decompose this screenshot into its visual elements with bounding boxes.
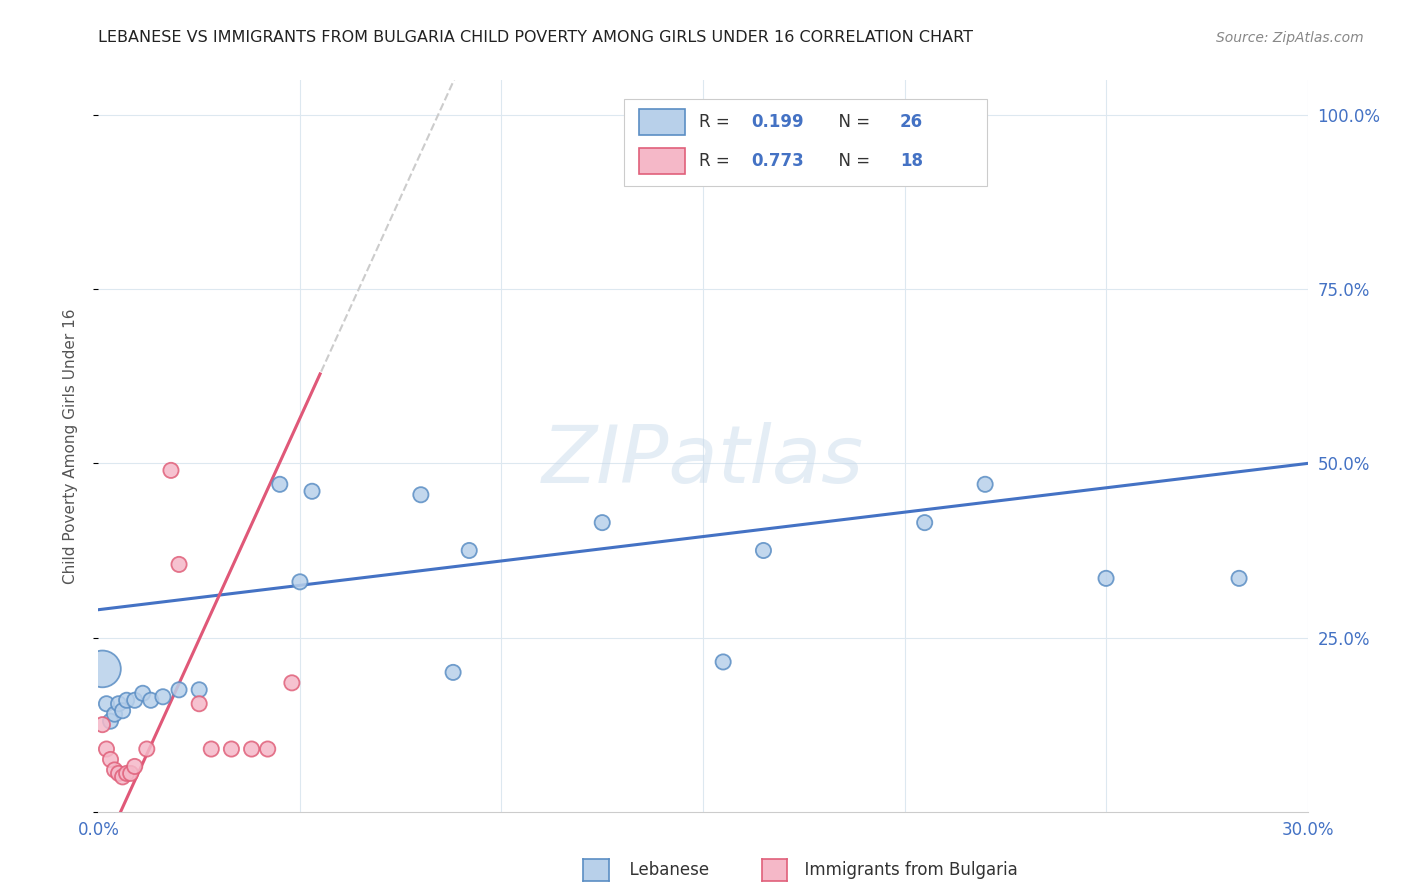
Point (221, 742, 243, 756)
Point (200, 742, 222, 756)
Point (301, 484, 323, 499)
Point (974, 477, 997, 491)
Point (111, 770, 134, 784)
Point (167, 558, 190, 572)
Point (591, 516, 613, 530)
Text: 18: 18 (900, 152, 924, 169)
Point (288, 574, 311, 589)
Point (188, 682, 211, 697)
Y-axis label: Child Poverty Among Girls Under 16: Child Poverty Among Girls Under 16 (63, 309, 77, 583)
Point (139, 693, 162, 707)
Point (441, 665, 464, 680)
Point (152, 690, 174, 704)
Point (1095, 571, 1118, 585)
Point (107, 697, 129, 711)
Point (1227, 571, 1250, 585)
Point (115, 693, 138, 707)
Text: 0.773: 0.773 (751, 152, 804, 169)
Point (132, 686, 155, 700)
Text: LEBANESE VS IMMIGRANTS FROM BULGARIA CHILD POVERTY AMONG GIRLS UNDER 16 CORRELAT: LEBANESE VS IMMIGRANTS FROM BULGARIA CHI… (98, 29, 973, 45)
Point (115, 766, 138, 780)
Point (256, 742, 278, 756)
Point (103, 707, 125, 722)
Text: R =: R = (699, 113, 735, 131)
Point (120, 766, 142, 780)
Point (269, 477, 291, 491)
Text: ZIPatlas: ZIPatlas (541, 422, 865, 500)
Point (160, 463, 183, 477)
Text: 26: 26 (900, 113, 924, 131)
Point (409, 488, 432, 502)
Point (914, 516, 936, 530)
Point (96, 742, 118, 756)
Text: N =: N = (828, 113, 875, 131)
Point (100, 714, 122, 728)
Point (188, 697, 211, 711)
Text: 0.199: 0.199 (751, 113, 804, 131)
Point (124, 759, 146, 773)
Point (240, 742, 263, 756)
Point (91, 662, 114, 676)
Point (100, 752, 122, 766)
Point (107, 766, 129, 780)
Text: Immigrants from Bulgaria: Immigrants from Bulgaria (794, 861, 1018, 879)
Text: R =: R = (699, 152, 735, 169)
Text: Source: ZipAtlas.com: Source: ZipAtlas.com (1216, 30, 1364, 45)
Point (103, 763, 125, 777)
Point (167, 682, 190, 697)
FancyBboxPatch shape (624, 99, 987, 186)
Point (111, 704, 134, 718)
Point (458, 543, 481, 558)
FancyBboxPatch shape (638, 109, 685, 136)
Point (281, 676, 304, 690)
Point (752, 543, 775, 558)
Point (135, 742, 157, 756)
FancyBboxPatch shape (638, 147, 685, 174)
Text: N =: N = (828, 152, 875, 169)
Point (91, 717, 114, 731)
Point (124, 693, 146, 707)
Text: Lebanese: Lebanese (619, 861, 709, 879)
Point (96, 697, 118, 711)
Point (711, 655, 734, 669)
